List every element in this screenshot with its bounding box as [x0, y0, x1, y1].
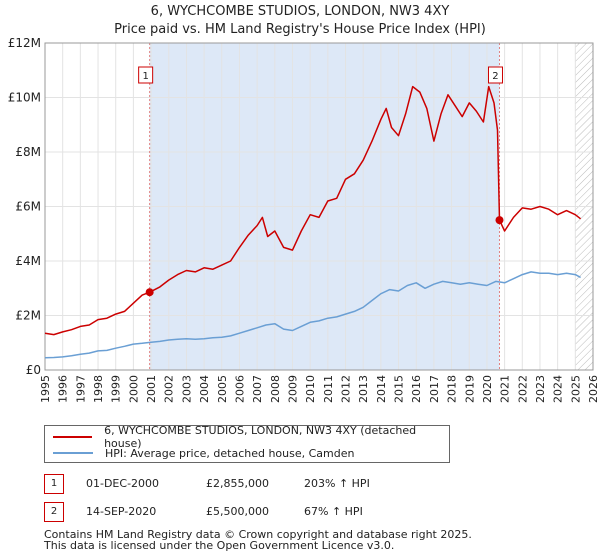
x-tick-label: 2003	[180, 375, 193, 403]
x-tick-label: 2006	[233, 375, 246, 403]
legend-item-property: 6, WYCHCOMBE STUDIOS, LONDON, NW3 4XY (d…	[53, 424, 449, 450]
x-tick-label: 1997	[74, 375, 87, 403]
x-tick-label: 2016	[410, 375, 423, 403]
marker-badge-label: 1	[142, 71, 148, 82]
x-tick-label: 2007	[251, 375, 264, 403]
x-tick-label: 2013	[357, 375, 370, 403]
sale-point	[145, 288, 154, 297]
x-tick-label: 2000	[127, 375, 140, 403]
transaction-row: 1 01-DEC-2000 £2,855,000 203% ↑ HPI	[44, 474, 564, 496]
x-tick-label: 1995	[39, 375, 52, 403]
x-tick-label: 2024	[552, 375, 565, 403]
x-tick-label: 2020	[481, 375, 494, 403]
x-tick-label: 2001	[145, 375, 158, 403]
legend-label-hpi: HPI: Average price, detached house, Camd…	[105, 446, 355, 460]
legend-label-property: 6, WYCHCOMBE STUDIOS, LONDON, NW3 4XY (d…	[104, 424, 417, 450]
footer: Contains HM Land Registry data © Crown c…	[44, 529, 472, 551]
plot-frame	[44, 42, 594, 371]
x-tick-label: 1996	[57, 375, 70, 403]
chart-title: 6, WYCHCOMBE STUDIOS, LONDON, NW3 4XY	[150, 4, 450, 19]
transaction-price: £5,500,000	[206, 505, 269, 518]
y-tick-label: £12M	[8, 36, 41, 50]
series-line-property	[44, 85, 582, 336]
marker-badge-label: 2	[492, 71, 498, 82]
chart-subtitle: Price paid vs. HM Land Registry's House …	[114, 22, 486, 37]
y-tick-label: £2M	[15, 309, 41, 323]
marker-badge	[138, 66, 154, 84]
x-tick-label: 2012	[340, 375, 353, 403]
marker-badge	[487, 66, 503, 84]
x-tick-label: 1998	[92, 375, 105, 403]
y-tick-label: £0	[26, 363, 41, 377]
y-tick-label: £8M	[15, 145, 41, 159]
x-tick-label: 2018	[446, 375, 459, 403]
y-tick-label: £6M	[15, 200, 41, 214]
series-layer	[44, 85, 582, 359]
transaction-hpi: 67% ↑ HPI	[304, 505, 363, 518]
x-tick-label: 2015	[393, 375, 406, 403]
transaction-row: 2 14-SEP-2020 £5,500,000 67% ↑ HPI	[44, 502, 564, 524]
x-tick-label: 2026	[587, 375, 600, 403]
x-tick-label: 2014	[375, 375, 388, 403]
y-tick-label: £10M	[8, 91, 41, 105]
legend-swatch-property	[53, 436, 93, 438]
x-tick-label: 2010	[304, 375, 317, 403]
transaction-date: 01-DEC-2000	[86, 477, 160, 490]
axis-layer: £0 £2M £4M £6M £8M £10M £12M 1995 1996 1997 1998 19…	[8, 36, 600, 403]
transaction-price: £2,855,000	[206, 477, 269, 490]
x-tick-label: 2005	[216, 375, 229, 403]
x-tick-label: 1999	[110, 375, 123, 403]
x-tick-label: 2017	[428, 375, 441, 403]
series-line-hpi	[44, 271, 581, 359]
y-tick-label: £4M	[15, 254, 41, 268]
transaction-number: 2	[44, 502, 64, 522]
x-tick-label: 2021	[499, 375, 512, 403]
x-tick-label: 2023	[534, 375, 547, 403]
transaction-hpi: 203% ↑ HPI	[304, 477, 370, 490]
chart-legend: 6, WYCHCOMBE STUDIOS, LONDON, NW3 4XY (d…	[44, 424, 450, 463]
x-tick-label: 2019	[463, 375, 476, 403]
x-tick-label: 2009	[286, 375, 299, 403]
x-tick-label: 2002	[163, 375, 176, 403]
x-tick-label: 2025	[569, 375, 582, 403]
legend-item-hpi: HPI: Average price, detached house, Camd…	[53, 445, 354, 461]
price-chart: £0 £2M £4M £6M £8M £10M £12M 1995 1996 1997 1998 19…	[8, 36, 600, 403]
x-tick-label: 2004	[198, 375, 211, 403]
legend-swatch-hpi	[53, 452, 93, 454]
x-tick-label: 2008	[269, 375, 282, 403]
x-tick-label: 2022	[516, 375, 529, 403]
footer-line-1: Contains HM Land Registry data © Crown c…	[44, 528, 472, 541]
sale-point	[495, 216, 504, 225]
transaction-date: 14-SEP-2020	[86, 505, 157, 518]
transaction-number: 1	[44, 474, 64, 494]
x-tick-label: 2011	[322, 375, 335, 403]
footer-line-2: This data is licensed under the Open Gov…	[44, 539, 395, 552]
